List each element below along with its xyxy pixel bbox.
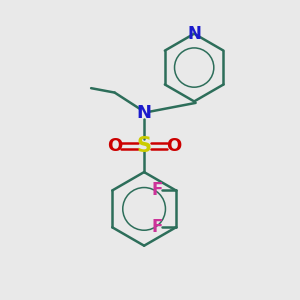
Text: N: N	[136, 104, 152, 122]
Text: S: S	[136, 136, 152, 156]
Text: O: O	[166, 136, 181, 154]
Text: O: O	[107, 136, 122, 154]
Text: N: N	[187, 25, 201, 43]
Text: F: F	[151, 182, 163, 200]
Text: F: F	[151, 218, 163, 236]
